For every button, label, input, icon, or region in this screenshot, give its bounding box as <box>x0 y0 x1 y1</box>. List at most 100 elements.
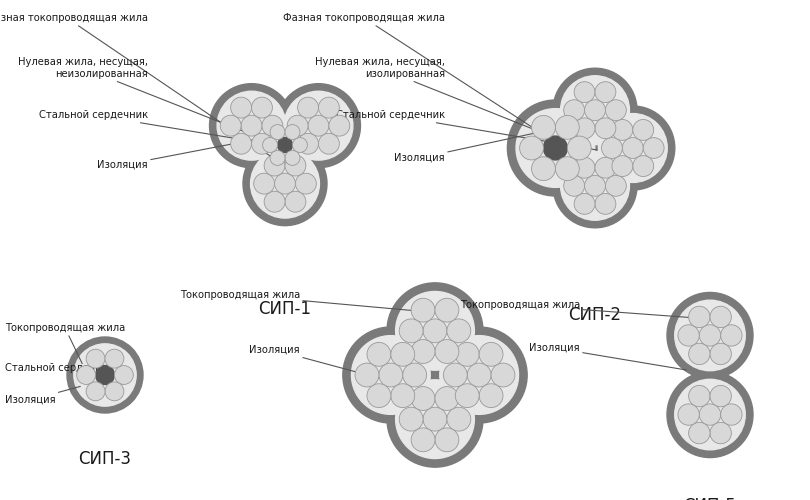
Circle shape <box>391 384 415 407</box>
Circle shape <box>633 120 654 141</box>
Circle shape <box>675 300 745 370</box>
Text: СИП-2: СИП-2 <box>569 306 621 324</box>
Circle shape <box>250 149 319 218</box>
Circle shape <box>262 115 283 136</box>
Circle shape <box>585 100 605 120</box>
Circle shape <box>367 342 391 366</box>
Text: СИП-5: СИП-5 <box>684 497 736 500</box>
Circle shape <box>455 384 480 407</box>
Circle shape <box>440 336 518 414</box>
Circle shape <box>387 283 483 379</box>
Circle shape <box>96 366 114 384</box>
Circle shape <box>622 138 643 158</box>
Text: Стальной сердечник: Стальной сердечник <box>39 110 287 147</box>
Circle shape <box>688 386 710 406</box>
Circle shape <box>556 116 579 140</box>
Circle shape <box>516 108 595 188</box>
Circle shape <box>387 371 483 467</box>
Circle shape <box>561 76 629 144</box>
Circle shape <box>643 138 664 158</box>
Text: Стальной сердечник: Стальной сердечник <box>5 363 114 377</box>
Circle shape <box>399 319 423 343</box>
Circle shape <box>480 384 503 407</box>
Circle shape <box>564 100 585 120</box>
Text: Изоляция: Изоляция <box>5 386 80 405</box>
Text: Изоляция: Изоляция <box>97 138 262 170</box>
Circle shape <box>721 404 742 425</box>
Circle shape <box>395 292 475 370</box>
Circle shape <box>379 363 403 387</box>
Circle shape <box>567 136 591 160</box>
Circle shape <box>285 155 306 176</box>
Circle shape <box>721 325 742 346</box>
Circle shape <box>105 349 124 368</box>
Circle shape <box>688 306 710 328</box>
Circle shape <box>574 158 595 178</box>
Circle shape <box>602 138 622 158</box>
Circle shape <box>262 138 278 152</box>
Text: Фазная токопроводящая жила: Фазная токопроводящая жила <box>0 13 280 162</box>
Text: Нулевая жила, несущая,
изолированная: Нулевая жила, несущая, изолированная <box>315 57 561 140</box>
Circle shape <box>585 176 605 196</box>
Circle shape <box>231 97 252 118</box>
Circle shape <box>270 150 285 166</box>
Circle shape <box>284 91 353 160</box>
Circle shape <box>435 340 458 363</box>
Circle shape <box>678 325 699 346</box>
Circle shape <box>411 340 435 363</box>
Circle shape <box>411 298 435 322</box>
Circle shape <box>86 349 105 368</box>
Circle shape <box>564 176 585 196</box>
Circle shape <box>411 428 435 452</box>
Circle shape <box>297 134 318 154</box>
Circle shape <box>590 106 675 190</box>
Circle shape <box>678 404 699 425</box>
Text: Изоляция: Изоляция <box>394 123 582 163</box>
Circle shape <box>675 380 745 450</box>
Circle shape <box>688 344 710 364</box>
Circle shape <box>595 82 616 102</box>
Circle shape <box>574 118 595 139</box>
Circle shape <box>270 124 285 140</box>
Circle shape <box>257 117 313 173</box>
Circle shape <box>343 327 439 423</box>
Circle shape <box>556 156 579 180</box>
Circle shape <box>285 124 300 140</box>
Circle shape <box>231 134 252 154</box>
Circle shape <box>292 138 308 152</box>
Circle shape <box>254 173 275 194</box>
Circle shape <box>455 342 480 366</box>
Circle shape <box>395 380 475 458</box>
Circle shape <box>308 115 329 136</box>
Circle shape <box>710 306 731 328</box>
Circle shape <box>531 116 556 140</box>
Circle shape <box>612 156 633 176</box>
Text: Токопроводящая жила: Токопроводящая жила <box>5 323 126 364</box>
Circle shape <box>77 366 96 384</box>
Circle shape <box>423 407 447 431</box>
Circle shape <box>467 363 491 387</box>
Circle shape <box>318 134 339 154</box>
Circle shape <box>278 138 292 152</box>
Circle shape <box>403 363 427 387</box>
Circle shape <box>285 192 306 212</box>
Circle shape <box>595 158 616 178</box>
Circle shape <box>285 150 300 166</box>
Circle shape <box>595 194 616 214</box>
Circle shape <box>553 144 637 228</box>
Circle shape <box>667 372 753 458</box>
Circle shape <box>217 91 286 160</box>
Circle shape <box>243 142 327 226</box>
Circle shape <box>391 342 415 366</box>
Circle shape <box>241 115 262 136</box>
Circle shape <box>520 136 544 160</box>
Text: Токопроводящая жила: Токопроводящая жила <box>460 300 700 318</box>
Text: Изоляция: Изоляция <box>530 343 686 370</box>
Circle shape <box>260 120 309 170</box>
Circle shape <box>288 115 308 136</box>
Circle shape <box>507 100 603 196</box>
Circle shape <box>86 382 105 401</box>
Circle shape <box>297 97 318 118</box>
Circle shape <box>667 292 753 378</box>
Circle shape <box>264 155 285 176</box>
